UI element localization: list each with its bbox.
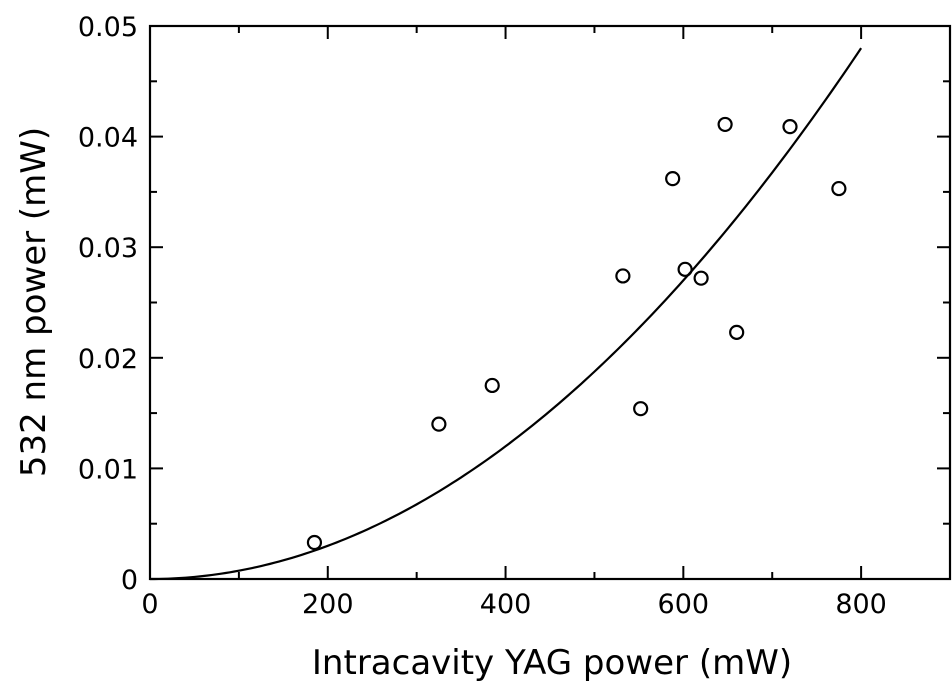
x-axis-tick-labels: 0 200 400 600 800 <box>141 589 886 620</box>
x-axis-title: Intracavity YAG power (mW) <box>312 643 792 683</box>
y-tick-label: 0.05 <box>78 12 138 43</box>
plot-frame <box>148 24 952 581</box>
data-point <box>306 534 323 551</box>
y-axis-title: 532 nm power (mW) <box>14 127 54 477</box>
plot-area <box>148 24 952 581</box>
data-point <box>484 377 500 394</box>
data-point <box>831 180 847 197</box>
y-tick-label: 0 <box>121 565 138 596</box>
data-points <box>306 116 847 551</box>
y-tick-label: 0.04 <box>78 123 138 154</box>
data-point <box>677 261 693 277</box>
data-point <box>615 268 631 284</box>
data-point <box>693 270 709 286</box>
data-point <box>431 416 447 432</box>
fit-curve <box>149 47 863 581</box>
y-tick-label: 0.01 <box>78 454 138 485</box>
data-point <box>729 324 745 340</box>
data-point <box>665 171 681 187</box>
x-tick-label: 600 <box>658 589 710 620</box>
x-tick-label: 400 <box>480 589 532 620</box>
y-tick-label: 0.03 <box>78 233 138 264</box>
x-tick-label: 200 <box>302 589 354 620</box>
y-tick-label: 0.02 <box>78 344 138 375</box>
y-axis-ticks <box>150 25 950 580</box>
data-point <box>717 116 733 133</box>
data-point <box>782 119 798 135</box>
x-tick-label: 800 <box>835 589 887 620</box>
data-point <box>633 401 649 417</box>
x-axis-ticks <box>149 26 863 579</box>
x-tick-label: 0 <box>141 589 158 620</box>
y-axis-tick-labels: 0 0.01 0.02 0.03 0.04 0.05 <box>78 12 138 596</box>
